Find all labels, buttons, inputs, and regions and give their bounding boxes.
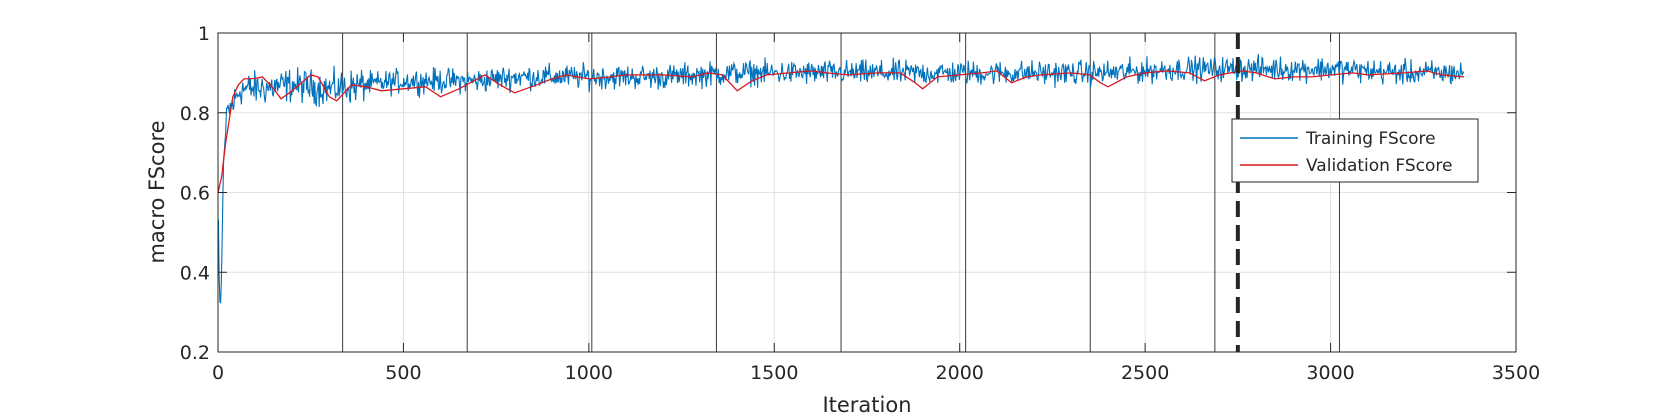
series-layer — [217, 53, 1465, 304]
x-tick-label: 0 — [212, 362, 224, 384]
grid — [218, 33, 1516, 352]
x-tick-label: 2000 — [936, 362, 984, 384]
y-tick-label: 1 — [198, 23, 210, 45]
x-tick-label: 2500 — [1121, 362, 1169, 384]
x-tick-label: 3500 — [1492, 362, 1540, 384]
ticks: 0 500 1000 1500 2000 2500 3000 3500 0.2 0.4 0.6 0.8… — [180, 23, 1540, 384]
legend-label-validation: Validation FScore — [1306, 156, 1452, 176]
y-tick-label: 0.2 — [180, 342, 210, 364]
y-axis-label: macro FScore — [145, 120, 169, 263]
x-tick-label: 1000 — [565, 362, 613, 384]
series-validation-fscore-line — [217, 70, 1465, 193]
x-tick-label: 500 — [385, 362, 421, 384]
legend-label-training: Training FScore — [1305, 129, 1436, 149]
y-tick-label: 0.8 — [180, 103, 210, 125]
y-tick-label: 0.4 — [180, 262, 210, 284]
x-tick-label: 1500 — [750, 362, 798, 384]
legend: Training FScore Validation FScore — [1231, 118, 1479, 183]
x-tick-label: 3000 — [1306, 362, 1354, 384]
legend-box — [1231, 118, 1479, 183]
y-tick-label: 0.6 — [180, 183, 210, 205]
x-axis-label: Iteration — [822, 393, 911, 417]
